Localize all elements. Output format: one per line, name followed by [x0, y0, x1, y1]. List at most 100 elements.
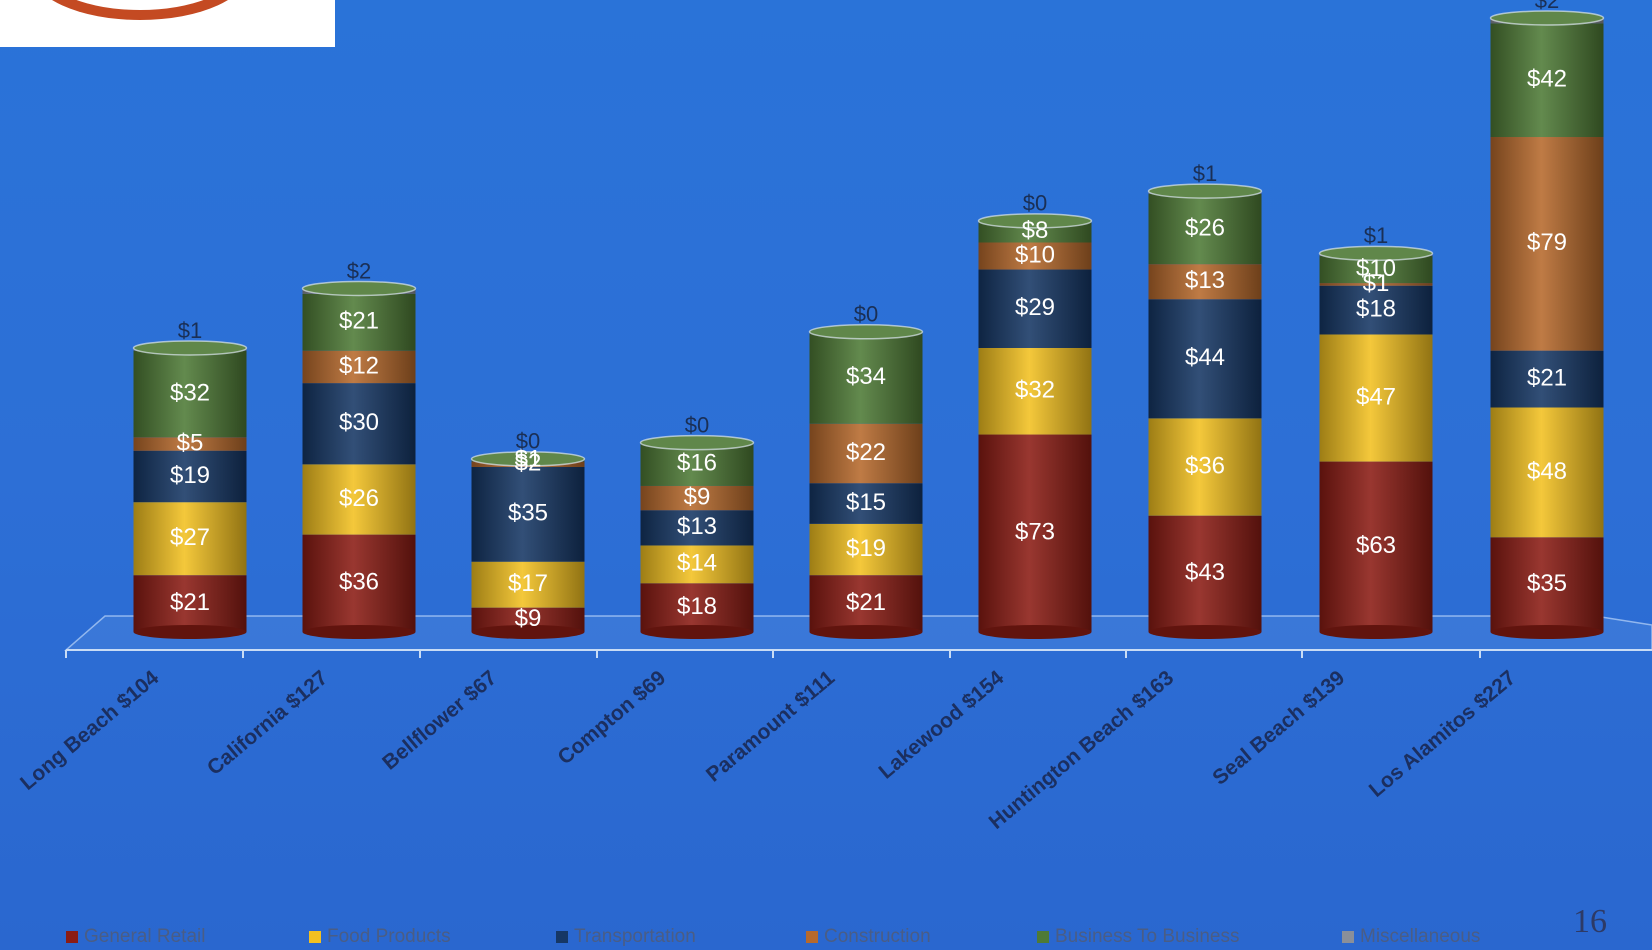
x-tick-label: Huntington Beach $163 — [985, 666, 1179, 834]
bar-segment — [302, 534, 416, 632]
bar-segment — [640, 510, 754, 546]
legend-label: Food Products — [327, 926, 451, 947]
data-label: $21 — [1527, 364, 1567, 391]
data-label: $2 — [347, 258, 371, 283]
legend-item: Food Products — [309, 926, 451, 948]
data-label: $21 — [170, 589, 210, 616]
x-tick-label: Compton $69 — [554, 666, 671, 769]
bar-segment — [1490, 407, 1604, 538]
data-label: $1 — [1364, 223, 1388, 248]
legend-swatch — [1342, 931, 1354, 943]
data-label: $42 — [1527, 66, 1567, 93]
bar-base-cap — [1490, 625, 1604, 639]
data-label: $36 — [1185, 452, 1225, 479]
bar-segment — [1490, 23, 1604, 138]
bar-segment — [1148, 515, 1262, 632]
bar-segment — [471, 561, 585, 608]
bar-stack — [132, 340, 248, 639]
logo-seal — [52, 0, 228, 20]
bar-stack — [470, 451, 586, 639]
bar-base-cap — [133, 625, 247, 639]
data-label: $14 — [677, 550, 717, 577]
data-label: $26 — [339, 485, 379, 512]
x-tick-label: Long Beach $104 — [16, 666, 163, 795]
bar-segment — [133, 350, 247, 438]
x-tick-label: Bellflower $67 — [378, 666, 501, 774]
bar-segment — [133, 575, 247, 632]
legend-swatch — [806, 931, 818, 943]
bar-stack — [808, 324, 924, 639]
bar-stack — [1489, 10, 1605, 639]
data-label: $36 — [339, 569, 379, 596]
bar-base-cap — [978, 625, 1092, 639]
chart-data-labels: $21 $27 $19 $5 $32 $1 $36 $26 $30 $12 $21 $2 $9 $17 $3… — [170, 0, 1567, 632]
bar-segment — [978, 269, 1092, 348]
data-label: $10 — [1015, 241, 1055, 268]
data-label: $47 — [1356, 383, 1396, 410]
bar-stack — [301, 280, 417, 639]
bar-segment — [809, 483, 923, 524]
data-label: $16 — [677, 450, 717, 477]
bar-segment — [1148, 418, 1262, 516]
data-label: $5 — [177, 429, 204, 456]
bar-segment — [978, 242, 1092, 270]
data-label: $35 — [1527, 570, 1567, 597]
x-tick-label: California $127 — [203, 666, 332, 780]
bar-segment — [1319, 283, 1433, 286]
bar-segment — [1319, 285, 1433, 335]
bar-top-cap — [470, 451, 586, 467]
x-tick-label: Paramount $111 — [702, 666, 840, 787]
data-label: $19 — [170, 462, 210, 489]
data-label: $21 — [846, 589, 886, 616]
bar-stack — [977, 213, 1093, 639]
bar-segment — [302, 383, 416, 465]
bar-stack — [1318, 245, 1434, 639]
data-label: $73 — [1015, 519, 1055, 546]
logo-card — [0, 0, 335, 47]
bar-segment — [1490, 537, 1604, 632]
legend-item: Miscellaneous — [1342, 926, 1480, 948]
bar-segment — [302, 293, 416, 351]
data-label: $0 — [854, 302, 878, 327]
bar-base-cap — [1319, 625, 1433, 639]
x-tick-label: Los Alamitos $227 — [1365, 666, 1520, 802]
data-label: $2 — [1535, 0, 1559, 13]
data-label: $13 — [1185, 267, 1225, 294]
data-label: $32 — [1015, 377, 1055, 404]
data-label: $29 — [1015, 294, 1055, 321]
data-label: $17 — [508, 570, 548, 597]
bar-segment — [1490, 137, 1604, 351]
data-label: $2 — [515, 450, 542, 477]
bar-top-cap — [1147, 183, 1263, 199]
legend-item: General Retail — [66, 926, 205, 948]
data-label: $0 — [516, 429, 540, 454]
bar-segment — [1148, 193, 1262, 265]
legend-label: Miscellaneous — [1360, 926, 1481, 947]
data-label: $21 — [339, 308, 379, 335]
page-number: 16 — [1573, 903, 1607, 940]
data-label: $15 — [846, 489, 886, 516]
data-label: $19 — [846, 535, 886, 562]
data-label: $30 — [339, 409, 379, 436]
data-label: $9 — [684, 483, 711, 510]
data-label: $48 — [1527, 458, 1567, 485]
data-label: $26 — [1185, 214, 1225, 241]
data-label: $32 — [170, 379, 210, 406]
chart-bars — [132, 10, 1605, 639]
data-label: $27 — [170, 524, 210, 551]
data-label: $22 — [846, 439, 886, 466]
legend-swatch — [66, 931, 78, 943]
legend-label: Transportation — [574, 926, 696, 947]
bar-segment — [133, 450, 247, 503]
bar-segment — [133, 437, 247, 451]
data-label: $8 — [1022, 217, 1049, 244]
legend-item: Transportation — [556, 926, 696, 948]
data-label: $13 — [677, 513, 717, 540]
bar-segment — [640, 485, 754, 511]
bar-segment — [640, 545, 754, 584]
bar-segment — [471, 467, 585, 562]
data-label: $18 — [677, 593, 717, 620]
x-axis: Long Beach $104 California $127 Bellflower… — [16, 666, 1520, 834]
bar-top-cap — [1489, 10, 1605, 26]
legend-label: Construction — [824, 926, 931, 947]
